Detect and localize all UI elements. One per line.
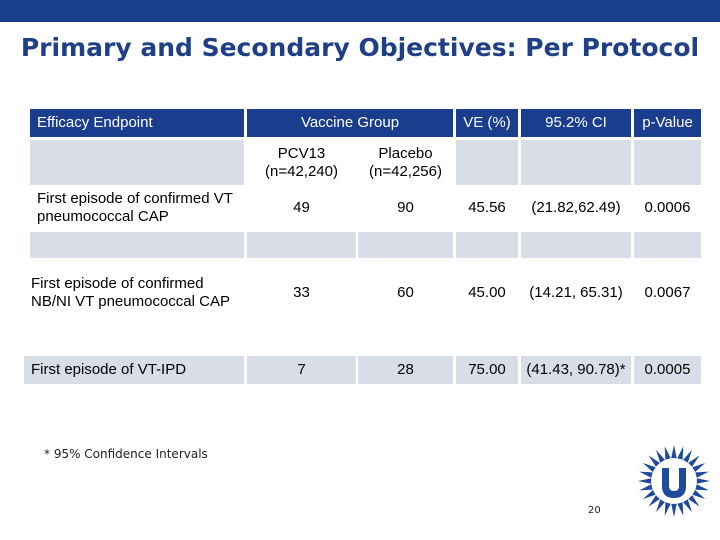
- subheader-ve-blank: [456, 140, 518, 185]
- logo-ray: [677, 502, 684, 516]
- row3-ci: (41.43, 90.78)*: [521, 356, 631, 384]
- logo-ray: [692, 463, 706, 472]
- subheader-pcv13-name: PCV13: [277, 144, 326, 162]
- logo-ray: [648, 495, 660, 507]
- logo-ray: [696, 478, 710, 484]
- spacer-row: [521, 232, 631, 258]
- logo-ray: [692, 490, 706, 499]
- row2-p: 0.0067: [644, 284, 691, 301]
- row2-placebo: 60: [397, 284, 414, 301]
- row3-placebo: 28: [358, 356, 453, 384]
- logo-ray: [677, 446, 684, 460]
- row1-placebo: 90: [397, 199, 414, 216]
- top-banner: [0, 0, 720, 22]
- logo-ray: [671, 503, 677, 517]
- row3-pcv13: 7: [247, 356, 356, 384]
- spacer-row: [358, 232, 453, 258]
- logo-ray: [656, 449, 665, 463]
- logo-ray: [688, 455, 700, 467]
- spacer-row: [456, 232, 518, 258]
- row2-ve: 45.00: [468, 284, 506, 301]
- header-p-value: p-Value: [634, 109, 701, 137]
- subheader-p-blank: [634, 140, 701, 185]
- spacer-row: [30, 232, 244, 258]
- row1-ve: 45.56: [468, 199, 506, 216]
- subheader-placebo: Placebo (n=42,256): [358, 140, 453, 185]
- subheader-placebo-name: Placebo: [378, 144, 433, 162]
- row1-p: 0.0006: [644, 199, 691, 216]
- subheader-placebo-n: (n=42,256): [369, 162, 442, 180]
- logo-ray: [664, 446, 671, 460]
- university-logo-icon: [635, 442, 713, 520]
- logo-ray: [639, 471, 653, 478]
- logo-ray: [695, 471, 709, 478]
- logo-ray: [639, 484, 653, 491]
- row2-endpoint: First episode of confirmed NB/NI VT pneu…: [31, 275, 230, 310]
- university-logo-graphic: [638, 445, 710, 517]
- logo-ray: [656, 499, 665, 513]
- header-vaccine-group: Vaccine Group: [247, 109, 453, 137]
- spacer-row: [247, 232, 356, 258]
- letter-u-shape: [662, 468, 686, 498]
- spacer-row: [634, 232, 701, 258]
- row1-pcv13: 49: [293, 199, 310, 216]
- subheader-ci-blank: [521, 140, 631, 185]
- logo-ray: [683, 449, 692, 463]
- logo-ray: [683, 499, 692, 513]
- subheader-pcv13: PCV13 (n=42,240): [247, 140, 356, 185]
- logo-ray: [664, 502, 671, 516]
- logo-ray: [671, 445, 677, 459]
- header-efficacy-endpoint: Efficacy Endpoint: [30, 109, 244, 137]
- footnote: * 95% Confidence Intervals: [44, 447, 208, 461]
- row2-ci: (14.21, 65.31): [529, 284, 623, 301]
- header-ci: 95.2% CI: [521, 109, 631, 137]
- logo-ray: [648, 455, 660, 467]
- page-number: 20: [588, 505, 601, 516]
- row1-ci: (21.82,62.49): [531, 199, 621, 216]
- logo-ray: [638, 478, 652, 484]
- row3-ve: 75.00: [456, 356, 518, 384]
- logo-ray: [642, 490, 656, 499]
- subheader-pcv13-n: (n=42,240): [265, 162, 338, 180]
- logo-ray: [695, 484, 709, 491]
- subheader-blank-cell: [30, 140, 244, 185]
- row2-pcv13: 33: [293, 284, 310, 301]
- header-ve: VE (%): [456, 109, 518, 137]
- logo-ray: [688, 495, 700, 507]
- row3-endpoint: First episode of VT-IPD: [24, 356, 244, 384]
- row1-endpoint: First episode of confirmed VT pneumococc…: [37, 190, 233, 225]
- row3-p: 0.0005: [634, 356, 701, 384]
- logo-ray: [642, 463, 656, 472]
- page-title: Primary and Secondary Objectives: Per Pr…: [20, 33, 700, 62]
